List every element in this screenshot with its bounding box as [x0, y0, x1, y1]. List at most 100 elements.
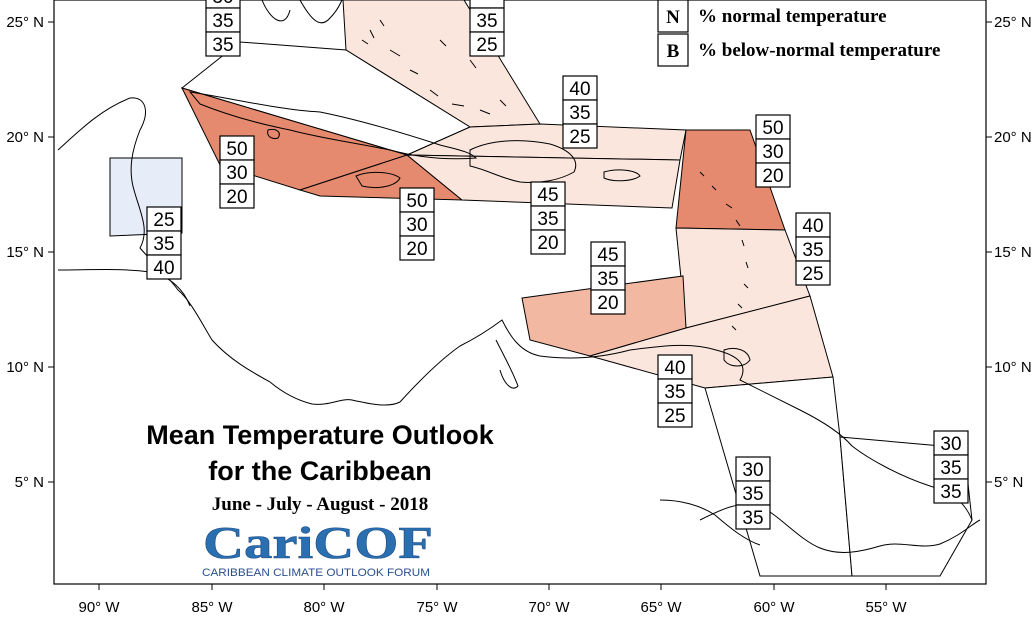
- lat-label-5-right: 5° N: [994, 474, 1023, 491]
- prob-below: 40: [153, 258, 174, 279]
- prob-above: 50: [226, 139, 247, 160]
- prob-box-hispaniola-pr: 45 35 20: [530, 181, 566, 255]
- prob-normal: 35: [664, 382, 685, 403]
- prob-cell: [933, 478, 969, 504]
- title-period: June - July - August - 2018: [212, 494, 428, 515]
- lat-label-25-left: 25° N: [6, 14, 44, 31]
- prob-cell: [562, 123, 598, 149]
- logo-subtitle: CARIBBEAN CLIMATE OUTLOOK FORUM: [202, 567, 430, 579]
- prob-cell: [657, 402, 693, 428]
- prob-cell: [469, 7, 505, 33]
- prob-above: 40: [569, 79, 590, 100]
- lon-label-90: 90° W: [78, 599, 120, 616]
- prob-box-windward-islands: 40 35 25: [795, 212, 831, 286]
- isle-of-youth-coast: [267, 129, 280, 139]
- lon-label-80: 80° W: [303, 599, 345, 616]
- prob-box-belize: 25 35 40: [146, 206, 182, 280]
- bahamas-coast: [361, 19, 507, 115]
- prob-below: 35: [940, 482, 961, 503]
- prob-above: 30: [940, 434, 961, 455]
- prob-cell: [469, 0, 505, 9]
- prob-above: 45: [597, 245, 618, 266]
- title-block: Mean Temperature Outlook for the Caribbe…: [146, 420, 495, 515]
- prob-normal: 30: [406, 215, 427, 236]
- prob-box-turks-caicos: 40 35 25: [562, 75, 598, 149]
- prob-cell: [530, 181, 566, 207]
- lon-label-65: 65° W: [640, 599, 682, 616]
- title-line-1: Mean Temperature Outlook: [146, 420, 495, 450]
- lat-label-20-left: 20° N: [6, 129, 44, 146]
- prob-cell: [205, 31, 241, 57]
- lon-label-85: 85° W: [191, 599, 233, 616]
- zone-turks-caicos: [406, 123, 687, 161]
- prob-cell: [590, 265, 626, 291]
- prob-cell: [755, 162, 791, 188]
- prob-cell: [590, 241, 626, 267]
- prob-box-cuba-central: 50 30 20: [219, 135, 255, 209]
- prob-cell: [530, 229, 566, 255]
- prob-below: 35: [742, 508, 763, 529]
- prob-cell: [590, 289, 626, 315]
- prob-box-guyana: 30 35 35: [735, 456, 771, 530]
- prob-cell: [146, 230, 182, 256]
- lat-label-10-left: 10° N: [6, 359, 44, 376]
- lon-label-70: 70° W: [528, 599, 570, 616]
- legend-key-b: B: [667, 41, 680, 62]
- prob-normal: 35: [597, 269, 618, 290]
- prob-above: 25: [153, 210, 174, 231]
- prob-above: 50: [762, 118, 783, 139]
- maracaibo-coast: [495, 339, 519, 389]
- lat-label-10-right: 10° N: [994, 359, 1032, 376]
- prob-box-trinidad-tobago: 40 35 25: [657, 354, 693, 428]
- prob-normal: 35: [476, 11, 497, 32]
- prob-normal: 35: [212, 11, 233, 32]
- prob-above: 30: [212, 0, 233, 8]
- prob-below: 20: [762, 166, 783, 187]
- prob-below: 25: [569, 127, 590, 148]
- florida-coast: [261, 0, 343, 24]
- prob-cell: [755, 138, 791, 164]
- prob-above: 45: [537, 185, 558, 206]
- jamaica-coast: [355, 171, 401, 189]
- south-america-north-coast: [399, 319, 973, 521]
- hispaniola-coast: [469, 140, 577, 183]
- trinidad-coast: [723, 347, 751, 367]
- lat-label-25-right: 25° N: [994, 14, 1032, 31]
- prob-cell: [219, 159, 255, 185]
- prob-box-leeward-islands: 50 30 20: [755, 114, 791, 188]
- prob-cell: [146, 254, 182, 280]
- lon-label-60: 60° W: [753, 599, 795, 616]
- lat-ticks: [48, 21, 992, 483]
- puerto-rico-coast: [603, 169, 641, 182]
- prob-cell: [795, 212, 831, 238]
- legend: N % normal temperature B % below-normal …: [657, 0, 940, 67]
- cuba-coast: [188, 91, 478, 160]
- prob-box-abc-islands: 45 35 20: [590, 241, 626, 315]
- prob-normal: 35: [537, 209, 558, 230]
- prob-normal: 35: [153, 234, 174, 255]
- prob-above: 50: [406, 191, 427, 212]
- legend-key-b-box: [657, 33, 689, 67]
- prob-cell: [205, 7, 241, 33]
- prob-normal: 35: [802, 240, 823, 261]
- legend-key-n: N: [666, 7, 680, 28]
- lat-label-20-right: 20° N: [994, 129, 1032, 146]
- prob-cell: [795, 260, 831, 286]
- prob-cell: [399, 235, 435, 261]
- prob-box-cuba-west: 30 35 35: [205, 0, 241, 57]
- prob-above: 40: [802, 216, 823, 237]
- prob-cell: [399, 211, 435, 237]
- prob-cell: [469, 31, 505, 57]
- logo-wordmark: CariCOF: [203, 517, 433, 568]
- prob-normal: 30: [226, 163, 247, 184]
- prob-cell: [735, 504, 771, 530]
- prob-below: 35: [212, 35, 233, 56]
- prob-cell: [933, 454, 969, 480]
- prob-above: 30: [742, 460, 763, 481]
- prob-box-french-guiana: 30 35 35: [933, 430, 969, 504]
- lesser-antilles-coast: [699, 171, 749, 331]
- coastlines: [57, 0, 981, 553]
- prob-below: 20: [406, 239, 427, 260]
- legend-key-n-box: [657, 0, 689, 33]
